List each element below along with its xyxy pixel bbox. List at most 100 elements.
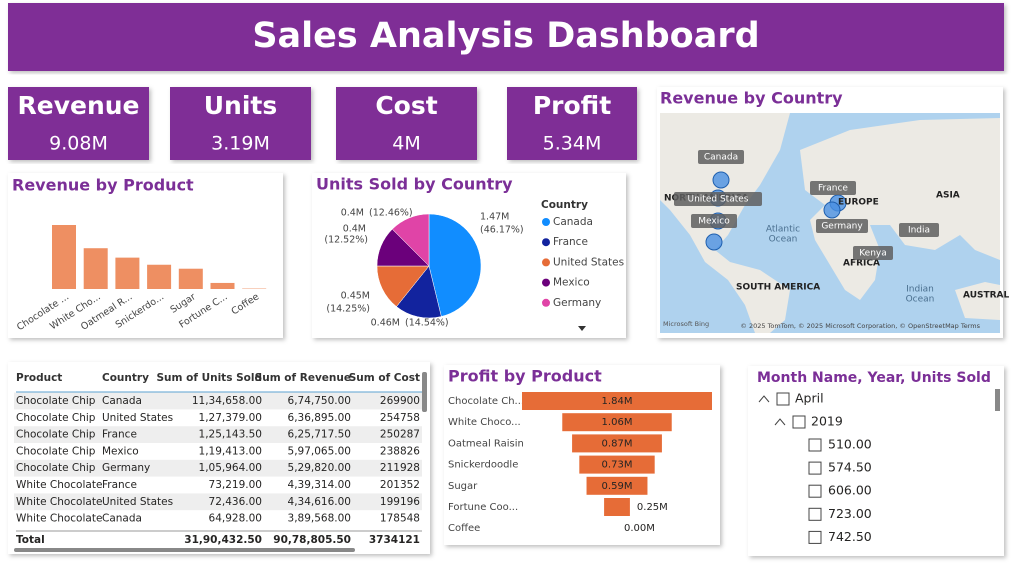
table-cell: 6,25,717.50 (288, 429, 351, 441)
checkbox[interactable] (776, 392, 790, 406)
legend-label: Mexico (553, 277, 590, 289)
legend-marker (542, 238, 550, 247)
row-band (14, 493, 422, 511)
slicer-item: April (795, 391, 824, 406)
table-cell: United States (102, 412, 173, 424)
scrollbar[interactable] (14, 548, 355, 552)
table-cell: Chocolate Chip (16, 429, 96, 441)
row-band (14, 426, 422, 443)
slicer-item: 574.50 (828, 460, 872, 475)
map-place-tag (810, 181, 856, 195)
kpi-label: Cost (375, 91, 437, 120)
table-cell: 5,97,065.00 (288, 445, 351, 457)
map-region-label: Atlantic (766, 225, 800, 235)
map-region-label: Ocean (769, 235, 798, 245)
total-cell: 3734121 (369, 534, 420, 546)
legend-label: France (553, 236, 588, 248)
map-place-label: United States (688, 195, 749, 205)
table-cell: 211928 (380, 462, 420, 474)
column-header: Product (16, 372, 62, 384)
bar (178, 268, 203, 289)
checkbox[interactable] (808, 461, 822, 475)
chart-title: Profit by Product (448, 367, 602, 386)
table-cell: 64,928.00 (209, 513, 262, 525)
table-cell: 238826 (380, 445, 420, 457)
category-label: Snickerdoodle (448, 460, 518, 471)
column-header: Sum of Units Sold (157, 372, 263, 384)
map-region-label: EUROPE (838, 198, 879, 208)
data-label: 1.47M (480, 212, 509, 223)
scrollbar[interactable] (995, 389, 1000, 411)
slicer-item: 742.50 (828, 529, 872, 544)
checkbox[interactable] (808, 507, 822, 521)
map-bubble[interactable] (712, 171, 730, 189)
row-band (14, 459, 422, 477)
data-label: (14.54%) (405, 318, 449, 329)
table-cell: Canada (102, 513, 142, 525)
slicer-item: 2019 (811, 414, 843, 429)
kpi-value: 9.08M (49, 133, 108, 155)
chart-title: Revenue by Product (12, 176, 194, 195)
expand-chevron[interactable] (758, 395, 770, 403)
card (8, 362, 430, 554)
data-label: (12.46%) (369, 208, 413, 219)
pie-slice (391, 213, 430, 267)
checkbox[interactable] (792, 415, 806, 429)
map-place-label: India (908, 226, 930, 236)
table-cell: 5,29,820.00 (288, 462, 351, 474)
legend-title: Country (541, 199, 588, 211)
slicer-title: Month Name, Year, Units Sold (757, 370, 991, 386)
land (800, 118, 1000, 300)
map-region-label: Indian (906, 285, 934, 295)
row-band (14, 392, 422, 410)
data-label: 0.4M (343, 224, 366, 235)
bar (147, 264, 172, 289)
map-place-label: Mexico (698, 217, 730, 227)
table-cell: 269900 (380, 395, 420, 407)
data-label: 1.06M (602, 417, 633, 428)
map-region-label: Ocean (906, 295, 935, 305)
checkbox[interactable] (808, 484, 822, 498)
category-label: Chocolate Ch... (448, 396, 524, 407)
map-region-label: ASIA (936, 191, 960, 201)
table-cell: Canada (102, 395, 142, 407)
legend-scroll-arrow[interactable] (578, 326, 586, 331)
kpi-value: 4M (392, 133, 420, 155)
table-cell: 1,27,379.00 (199, 412, 262, 424)
map-region-label: SOUTH AMERICA (736, 283, 820, 293)
map-bubble[interactable] (823, 201, 841, 219)
slicer-item: 606.00 (828, 483, 872, 498)
table-cell: 73,219.00 (209, 479, 262, 491)
table-cell: 250287 (380, 429, 420, 441)
data-label: 0.00M (624, 523, 655, 534)
table-cell: Chocolate Chip (16, 445, 96, 457)
data-label: 0.25M (637, 502, 668, 513)
legend-label: Germany (553, 297, 601, 309)
column-header: Sum of Cost (349, 372, 420, 384)
table-cell: 3,89,568.00 (288, 513, 351, 525)
data-label: (46.17%) (480, 225, 524, 236)
table-cell: White Chocolate (16, 479, 102, 491)
table-cell: 254758 (380, 412, 420, 424)
data-label: 0.59M (602, 481, 633, 492)
kpi-value: 5.34M (543, 133, 602, 155)
checkbox[interactable] (808, 438, 822, 452)
scrollbar[interactable] (422, 372, 427, 412)
funnel-bar (586, 476, 648, 495)
map-bubble[interactable] (705, 233, 723, 251)
table-cell: Germany (102, 462, 150, 474)
column-header: Sum of Revenue (255, 372, 351, 384)
bar (210, 282, 235, 289)
map-place-label: Canada (704, 153, 738, 163)
header-bar (8, 3, 1004, 71)
checkbox[interactable] (808, 530, 822, 544)
data-label: 0.4M (341, 208, 364, 219)
category-label: White Choco... (448, 417, 521, 428)
total-cell: 31,90,432.50 (184, 534, 262, 546)
data-label: (12.52%) (324, 235, 368, 246)
table-cell: White Chocolate (16, 513, 102, 525)
map-place-tag (899, 223, 939, 237)
table-cell: Mexico (102, 445, 139, 457)
kpi-label: Profit (533, 91, 611, 120)
expand-chevron[interactable] (774, 418, 786, 426)
